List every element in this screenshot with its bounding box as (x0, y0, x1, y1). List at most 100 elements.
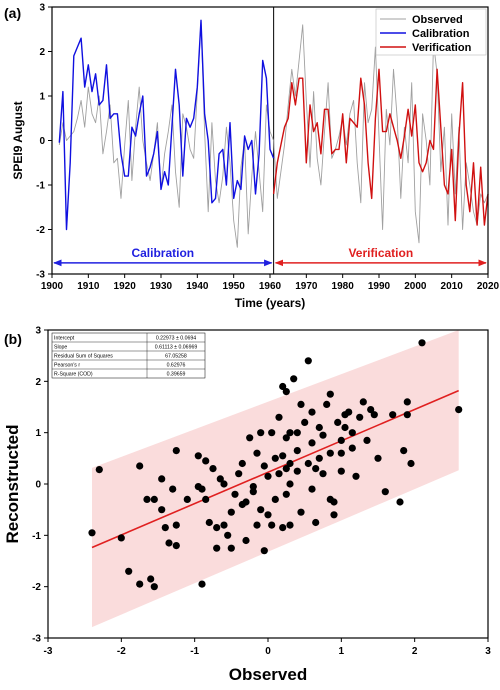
panel-b-point (275, 470, 283, 478)
panel-a-label: (a) (4, 5, 21, 21)
panel-b-point (249, 483, 257, 491)
panel-b-point (286, 480, 294, 488)
panel-a-x-tick-label: 2000 (404, 281, 427, 292)
panel-b-point (257, 506, 265, 514)
panel-b-stats-key: Slope (54, 344, 67, 350)
panel-a-y-tick-label: 2 (39, 47, 45, 58)
panel-b-x-tick-label: 2 (412, 646, 418, 657)
panel-b-y-tick-label: 0 (35, 480, 41, 491)
panel-b-point (282, 465, 290, 473)
panel-b-point (264, 472, 272, 480)
panel-b-point (257, 429, 265, 437)
panel-b-point (271, 495, 279, 503)
panel-b-point (260, 462, 268, 470)
panel-b-point (216, 475, 224, 483)
panel-b-point (370, 411, 378, 419)
panel-b-point (213, 544, 221, 552)
panel-b-point (279, 452, 287, 460)
panel-a-y-tick-label: 1 (39, 92, 45, 103)
panel-b-fit-line-shape (91, 389, 459, 549)
panel-b-stats-value: 0.39659 (167, 371, 186, 377)
panel-b-point (213, 524, 221, 532)
panel-b-point (356, 413, 364, 421)
panel-b-point (400, 447, 408, 455)
panel-b-point (143, 495, 151, 503)
panel-a-x-tick-label: 2020 (477, 281, 500, 292)
panel-b-point (209, 465, 217, 473)
panel-b-point (117, 534, 125, 542)
panel-b-point (308, 439, 316, 447)
panel-a-x-tick-label: 1920 (114, 281, 137, 292)
panel-b-point (147, 575, 155, 583)
panel-b-point (293, 429, 301, 437)
panel-b-point (319, 470, 327, 478)
panel-b-point (194, 452, 202, 460)
panel-b-point (315, 454, 323, 462)
panel-a-y-tick-label: 0 (39, 136, 45, 147)
panel-b-stats-key: R-Square (COD) (54, 371, 93, 377)
panel-b-point (389, 411, 397, 419)
panel-a-series-calibration (58, 19, 275, 231)
panel-b-point (198, 580, 206, 588)
panel-b-point (165, 539, 173, 547)
panel-b-stats-key: Pearson's r (54, 362, 80, 368)
panel-a-series-verification (272, 68, 489, 226)
panel-b-stats-value: 67.05258 (165, 353, 187, 359)
panel-b-point (227, 544, 235, 552)
panel-a-ticks: 1900 1910 1920 1930 1940 1950 1960 1970 1980 1990… (36, 3, 499, 293)
panel-b-point (220, 480, 228, 488)
panel-b-point (275, 413, 283, 421)
panel-a-x-tick-label: 1950 (223, 281, 246, 292)
panel-a-y-tick-label: -1 (36, 181, 45, 192)
panel-a-series (58, 19, 489, 248)
panel-a-legend-label: Observed (412, 14, 463, 26)
panel-b-point (381, 488, 389, 496)
panel-a-annotations: Calibration Verification (53, 246, 487, 267)
panel-b-point (286, 459, 294, 468)
panel-b-x-tick-label: -2 (117, 646, 126, 657)
panel-b-point (235, 470, 243, 478)
panel-a-x-tick-label: 1930 (150, 281, 173, 292)
panel-b-point (323, 400, 331, 408)
panel-b-x-tick-label: 3 (485, 646, 491, 657)
panel-a-y-axis-title: SPEI9 August (11, 101, 25, 179)
panel-b-point (330, 498, 338, 506)
panel-b-point (158, 506, 166, 514)
panel-b-point (334, 418, 342, 426)
panel-b-point (238, 459, 246, 468)
panel-b-point (418, 339, 426, 347)
panel-b-point (315, 423, 323, 432)
panel-b-point (304, 357, 312, 365)
panel-a-x-tick-label: 1940 (186, 281, 209, 292)
panel-a-x-tick-label: 1900 (41, 281, 64, 292)
panel-b-x-tick-label: 1 (339, 646, 345, 657)
panel-b-stats-value: 0.22973 ± 0.0694 (156, 335, 196, 341)
panel-a-legend: Observed Calibration Verification (375, 8, 487, 56)
panel-b-point (330, 511, 338, 519)
panel-a-x-tick-label: 1980 (332, 281, 355, 292)
panel-b-stats-value: 0.61113 ± 0.06969 (155, 344, 198, 350)
panel-b-point (290, 375, 298, 383)
panel-b-point (359, 398, 367, 406)
panel-b-point (337, 449, 345, 457)
panel-b-label: (b) (4, 331, 22, 347)
panel-b-point (169, 485, 177, 493)
panel-b-point (231, 490, 239, 498)
panel-b-point (348, 429, 356, 437)
panel-b-point (136, 580, 144, 588)
panel-b-point (136, 462, 144, 470)
panel-b-x-axis-title: Observed (229, 665, 307, 684)
panel-b-point (246, 434, 254, 442)
panel-b-point (304, 459, 312, 468)
panel-b-prediction-band (92, 330, 459, 628)
panel-b-point (282, 490, 290, 498)
panel-b-y-tick-label: 1 (35, 428, 41, 439)
panel-b-stats-value: 0.62976 (167, 362, 186, 368)
panel-b-point (253, 449, 261, 457)
panel-b-point (319, 431, 327, 439)
panel-b-point (242, 498, 250, 506)
panel-b-point (183, 495, 191, 503)
panel-b-point (345, 408, 353, 416)
panel-a-series-observed (58, 19, 489, 248)
